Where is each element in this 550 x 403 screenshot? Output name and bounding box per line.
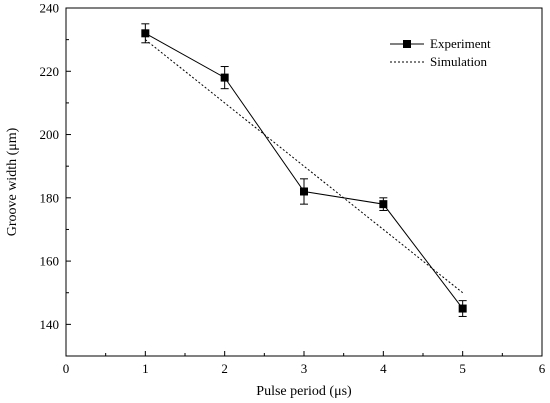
y-tick-label: 200 xyxy=(40,127,60,142)
data-point xyxy=(458,304,467,313)
series-experiment-line xyxy=(145,32,464,309)
data-point xyxy=(220,73,229,82)
series-simulation-line xyxy=(145,39,463,294)
legend-experiment-label: Experiment xyxy=(430,36,491,51)
y-axis-title: Groove width (μm) xyxy=(5,127,20,236)
y-tick-label: 160 xyxy=(40,254,60,269)
x-tick-label: 3 xyxy=(301,361,308,376)
x-tick-label: 4 xyxy=(380,361,387,376)
tick-labels: 0 1 2 3 4 5 6 140 160 180 200 220 240 xyxy=(40,1,546,377)
x-axis-title: Pulse period (μs) xyxy=(256,384,352,399)
x-tick-label: 1 xyxy=(142,361,149,376)
data-point xyxy=(379,200,388,209)
legend: Experiment Simulation xyxy=(390,36,491,69)
data-point xyxy=(141,29,150,38)
y-tick-label: 220 xyxy=(40,64,60,79)
x-tick-label: 2 xyxy=(221,361,228,376)
x-tick-label: 6 xyxy=(539,361,546,376)
axis-ticks xyxy=(65,7,543,357)
x-tick-label: 5 xyxy=(459,361,466,376)
y-tick-label: 180 xyxy=(40,190,60,205)
x-tick-label: 0 xyxy=(63,361,70,376)
legend-simulation-label: Simulation xyxy=(430,54,488,69)
series-layer xyxy=(141,23,467,317)
legend-experiment-marker xyxy=(403,40,411,48)
y-tick-label: 140 xyxy=(40,317,60,332)
data-point xyxy=(300,187,308,196)
y-tick-label: 240 xyxy=(40,1,60,16)
